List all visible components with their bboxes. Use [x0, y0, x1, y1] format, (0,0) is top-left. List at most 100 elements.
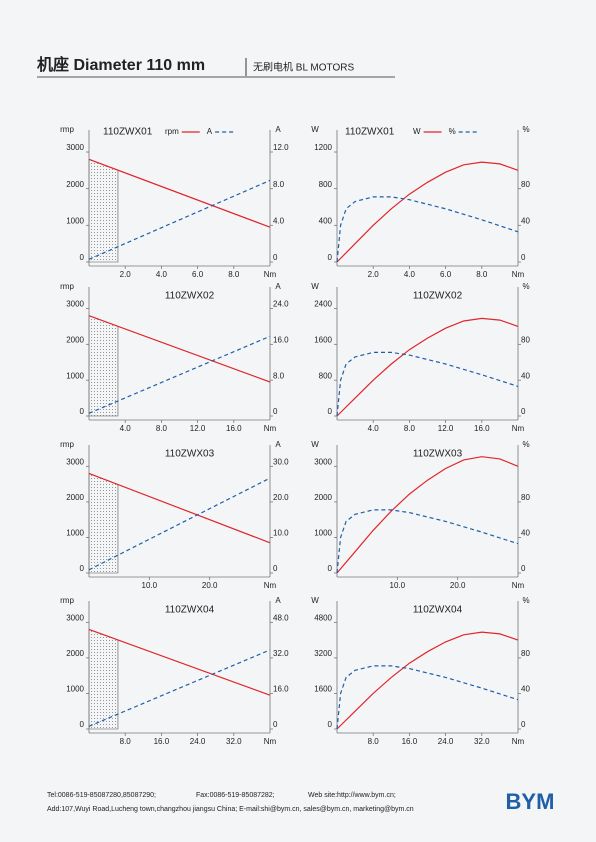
x-tick-label: 8.0 — [476, 270, 488, 279]
rated-zone — [88, 315, 119, 417]
y2-tick-label: 0 — [521, 407, 526, 416]
chart-title: 110ZWX02 — [165, 291, 215, 302]
x-tick-label: 8.0 — [120, 737, 132, 746]
footer-fax: Fax:0086-519-85087282; — [196, 792, 275, 799]
y-axis-label: W — [311, 125, 319, 134]
series-line — [88, 315, 271, 383]
y-tick-label: 0 — [328, 564, 333, 573]
header-subtitle: 无刷电机 BL MOTORS — [253, 61, 354, 74]
y-axis-label: rmp — [60, 440, 74, 449]
y2-tick-label: 12.0 — [273, 143, 289, 152]
y2-tick-label: 20.0 — [273, 493, 289, 502]
series-line — [336, 509, 519, 574]
y-axis-label: W — [311, 596, 319, 605]
series-line — [88, 179, 271, 260]
x-tick-label: 10.0 — [390, 581, 406, 590]
y2-tick-label: 40 — [521, 685, 530, 694]
chart-title: 110ZWX03 — [413, 449, 463, 460]
y2-axis-label: % — [522, 440, 529, 449]
series-line — [336, 317, 519, 417]
x-axis-label: Nm — [264, 737, 277, 746]
y-tick-label: 2000 — [314, 493, 332, 502]
y-tick-label: 1200 — [314, 143, 332, 152]
chart-title: 110ZWX03 — [165, 449, 215, 460]
y2-tick-label: 4.0 — [273, 216, 285, 225]
y-tick-label: 2400 — [314, 300, 332, 309]
y2-axis-label: A — [275, 596, 281, 605]
x-tick-label: 2.0 — [120, 270, 132, 279]
x-tick-label: 20.0 — [450, 581, 466, 590]
x-tick-label: 32.0 — [474, 737, 490, 746]
y-tick-label: 3000 — [66, 300, 84, 309]
y2-tick-label: 80 — [521, 493, 530, 502]
x-axis-label: Nm — [512, 424, 525, 433]
y-tick-label: 3000 — [66, 143, 84, 152]
footer-web: Web site:http://www.bym.cn; — [308, 792, 396, 799]
x-tick-label: 4.0 — [404, 270, 416, 279]
series-line — [88, 649, 271, 727]
y-tick-label: 4800 — [314, 613, 332, 622]
footer-address: Add:107,Wuyi Road,Lucheng town,changzhou… — [47, 806, 414, 813]
series-line — [336, 631, 519, 730]
y2-axis-label: A — [275, 125, 281, 134]
x-tick-label: 4.0 — [368, 424, 380, 433]
y2-tick-label: 80 — [521, 649, 530, 658]
y-tick-label: 1000 — [66, 216, 84, 225]
y-tick-label: 0 — [328, 253, 333, 262]
legend-label: A — [207, 127, 213, 136]
y-axis-label: W — [311, 440, 319, 449]
x-axis-label: Nm — [264, 270, 277, 279]
chart-title: 110ZWX01 — [103, 127, 153, 138]
y-tick-label: 400 — [319, 216, 333, 225]
y-tick-label: 0 — [328, 407, 333, 416]
y2-tick-label: 10.0 — [273, 529, 289, 538]
y2-tick-label: 80 — [521, 180, 530, 189]
x-axis-label: Nm — [264, 424, 277, 433]
y-tick-label: 1600 — [314, 335, 332, 344]
series-line — [336, 351, 519, 417]
y2-tick-label: 8.0 — [273, 180, 285, 189]
header-title: 机座 Diameter 110 mm — [37, 55, 205, 74]
legend-label: W — [413, 127, 421, 136]
rated-zone — [88, 473, 119, 574]
chart-title: 110ZWX02 — [413, 291, 463, 302]
x-tick-label: 24.0 — [438, 737, 454, 746]
y2-tick-label: 24.0 — [273, 300, 289, 309]
y-tick-label: 0 — [80, 564, 85, 573]
series-line — [88, 477, 271, 571]
y2-tick-label: 8.0 — [273, 371, 285, 380]
y-tick-label: 1000 — [66, 371, 84, 380]
y2-tick-label: 40 — [521, 529, 530, 538]
y2-tick-label: 0 — [521, 720, 526, 729]
rated-zone — [88, 158, 119, 263]
x-tick-label: 8.0 — [156, 424, 168, 433]
series-line — [88, 628, 271, 696]
y-tick-label: 800 — [319, 180, 333, 189]
y2-tick-label: 16.0 — [273, 335, 289, 344]
y-tick-label: 2000 — [66, 493, 84, 502]
series-line — [336, 161, 519, 263]
y-tick-label: 1600 — [314, 685, 332, 694]
x-tick-label: 32.0 — [226, 737, 242, 746]
x-tick-label: 12.0 — [190, 424, 206, 433]
chart-title: 110ZWX04 — [413, 605, 463, 616]
series-line — [336, 456, 519, 574]
series-line — [336, 196, 519, 263]
x-tick-label: 20.0 — [202, 581, 218, 590]
x-axis-label: Nm — [264, 581, 277, 590]
x-tick-label: 8.0 — [368, 737, 380, 746]
x-tick-label: 16.0 — [474, 424, 490, 433]
y2-tick-label: 40 — [521, 216, 530, 225]
y2-axis-label: % — [522, 282, 529, 291]
x-tick-label: 4.0 — [156, 270, 168, 279]
x-tick-label: 2.0 — [368, 270, 380, 279]
x-tick-label: 8.0 — [228, 270, 240, 279]
y2-tick-label: 80 — [521, 335, 530, 344]
series-line — [88, 158, 271, 228]
y2-tick-label: 0 — [273, 564, 278, 573]
y-axis-label: rmp — [60, 125, 74, 134]
x-tick-label: 16.0 — [402, 737, 418, 746]
y-tick-label: 0 — [328, 720, 333, 729]
